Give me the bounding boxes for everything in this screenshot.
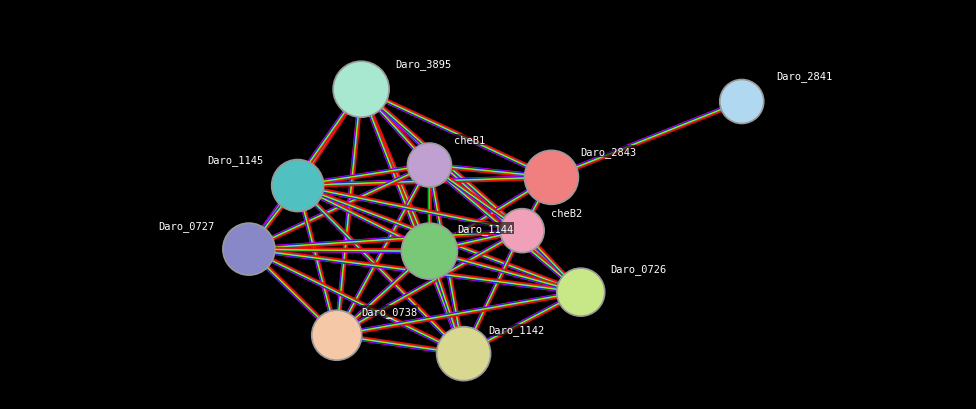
Ellipse shape: [500, 209, 545, 253]
Text: Daro_2843: Daro_2843: [581, 146, 637, 157]
Text: Daro_0738: Daro_0738: [361, 306, 418, 317]
Text: Daro_0727: Daro_0727: [158, 220, 215, 231]
Ellipse shape: [333, 62, 389, 118]
Ellipse shape: [223, 224, 275, 275]
Ellipse shape: [556, 268, 605, 317]
Text: Daro_0726: Daro_0726: [610, 263, 667, 274]
Text: cheB2: cheB2: [551, 209, 583, 219]
Text: Daro_1142: Daro_1142: [488, 324, 545, 335]
Text: Daro_1145: Daro_1145: [207, 155, 264, 166]
Ellipse shape: [407, 144, 452, 188]
Ellipse shape: [311, 310, 362, 360]
Ellipse shape: [719, 80, 764, 124]
Text: Daro_1144: Daro_1144: [457, 223, 513, 234]
Ellipse shape: [436, 327, 491, 381]
Ellipse shape: [401, 224, 458, 279]
Text: cheB1: cheB1: [454, 135, 485, 145]
Ellipse shape: [524, 151, 579, 205]
Ellipse shape: [271, 160, 324, 212]
Text: Daro_3895: Daro_3895: [395, 58, 452, 70]
Text: Daro_2841: Daro_2841: [776, 71, 833, 82]
